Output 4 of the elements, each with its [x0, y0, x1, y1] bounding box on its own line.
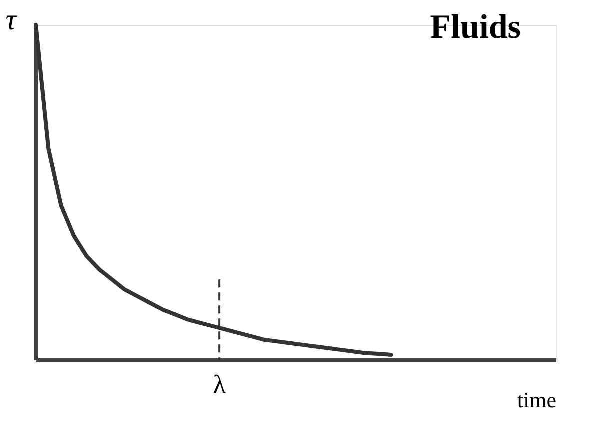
text: λ	[213, 370, 226, 399]
x-axis-title: time	[517, 388, 556, 412]
y-axis-title: τ	[6, 4, 18, 36]
chart-title: Fluids	[430, 9, 521, 46]
